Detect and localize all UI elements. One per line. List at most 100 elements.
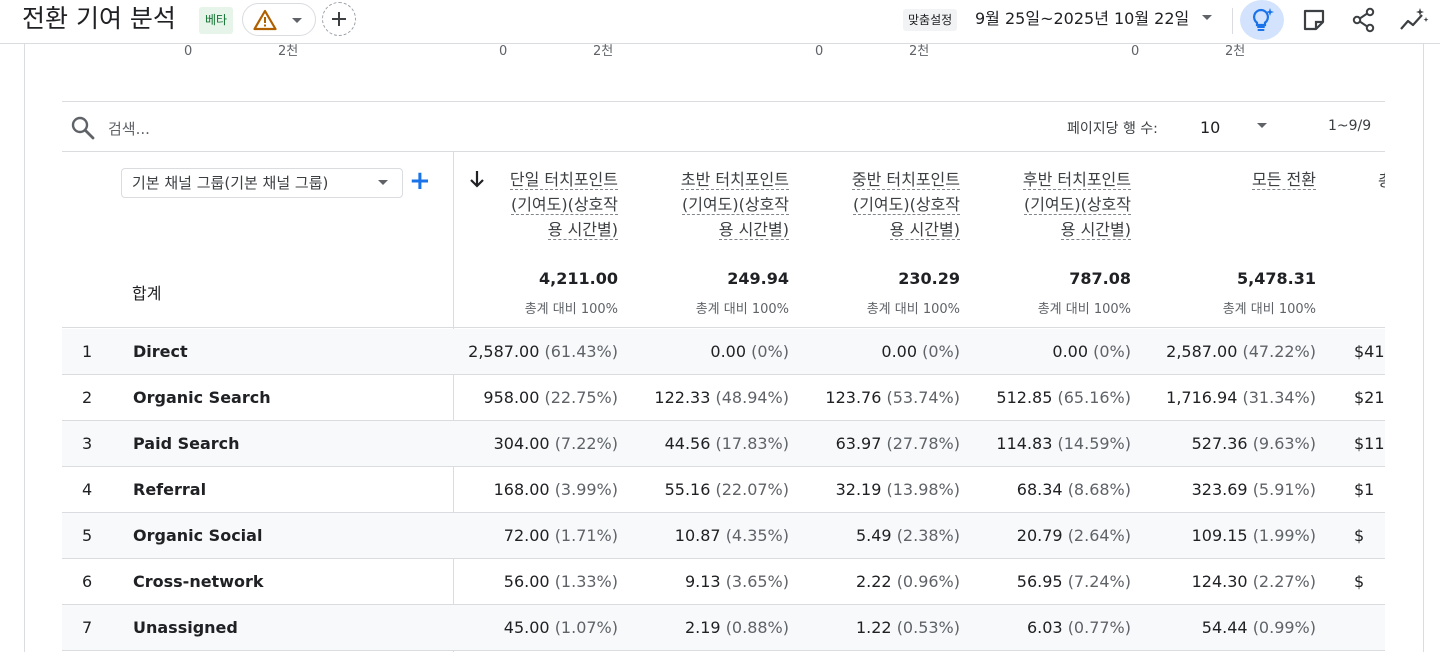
metric-cell: 124.30 (2.27%) [1192,572,1316,591]
column-header-clipped[interactable]: 총 [1378,167,1385,191]
metric-cell: 0.00 (0%) [1052,342,1131,361]
table-row[interactable]: 4 Referral 168.00 (3.99%) 55.16 (22.07%) 32.… [62,467,1385,513]
page-title: 전환 기여 분석 [22,4,176,33]
chevron-down-icon[interactable] [1201,14,1213,21]
metric-value: 958.00 [483,388,540,407]
metric-cell: 1,716.94 (31.34%) [1166,388,1316,407]
table-row[interactable]: 3 Paid Search 304.00 (7.22%) 44.56 (17.83%)… [62,421,1385,467]
metric-value: 44.56 [664,434,711,453]
metric-value: 0.00 [881,342,918,361]
axis-tick-max: 2천 [278,44,299,59]
metric-percent: (0%) [751,342,789,361]
warning-dropdown[interactable] [242,3,316,36]
revenue-cell-clipped: $41 [1354,342,1385,361]
column-total-percent: 총계 대비 100% [1222,302,1316,317]
metric-value: 2.19 [684,618,721,637]
share-button[interactable] [1344,2,1384,38]
metric-value: 56.00 [503,572,550,591]
metric-cell: 44.56 (17.83%) [665,434,789,453]
metric-percent: (0.96%) [896,572,960,591]
metric-cell: 45.00 (1.07%) [504,618,618,637]
axis-tick-zero: 0 [184,44,193,59]
header-divider [1232,8,1233,34]
metric-percent: (61.43%) [544,342,619,361]
metric-value: 323.69 [1191,480,1248,499]
metric-cell: 123.76 (53.74%) [825,388,960,407]
table-row[interactable]: 5 Organic Social 72.00 (1.71%) 10.87 (4.35%… [62,513,1385,559]
row-channel-name: Organic Social [133,526,263,545]
column-header-mid-touchpoint[interactable]: 중반 터치포인트 (기여도)(상호작 용 시간별) [851,170,960,240]
column-header-late-touchpoint[interactable]: 후반 터치포인트 (기여도)(상호작 용 시간별) [1022,170,1131,240]
metric-cell: 32.19 (13.98%) [836,480,960,499]
row-index: 1 [82,342,93,361]
metric-value: 1,716.94 [1166,388,1238,407]
metric-percent: (2.38%) [896,526,960,545]
chevron-down-icon[interactable] [1256,122,1268,129]
annotation-button[interactable] [1294,2,1334,38]
insights-button[interactable] [1240,0,1284,40]
column-divider [453,152,454,652]
metric-percent: (7.22%) [554,434,618,453]
row-index: 7 [82,618,93,637]
metric-cell: 54.44 (0.99%) [1202,618,1316,637]
row-index: 2 [82,388,93,407]
add-dimension-button[interactable]: + [409,166,431,196]
axis-tick-zero: 0 [499,44,508,59]
warning-icon [253,9,277,31]
column-total-percent: 총계 대비 100% [1037,302,1131,317]
table-row[interactable]: 7 Unassigned 45.00 (1.07%) 2.19 (0.88%) 1.22… [62,605,1385,651]
add-comparison-button[interactable] [322,2,356,36]
metric-value: 2.22 [855,572,892,591]
axis-tick-max: 2천 [909,44,930,59]
metric-value: 1.22 [855,618,892,637]
column-total-percent: 총계 대비 100% [695,302,789,317]
table-row[interactable]: 2 Organic Search 958.00 (22.75%) 122.33 (48… [62,375,1385,421]
pagination-range: 1~9/9 [1328,118,1372,134]
metric-value: 109.15 [1191,526,1248,545]
rows-per-page-select[interactable]: 10 [1200,118,1221,137]
row-channel-name: Organic Search [133,388,271,407]
metric-cell: 2.22 (0.96%) [856,572,960,591]
metric-cell: 56.95 (7.24%) [1017,572,1131,591]
metric-percent: (1.71%) [554,526,618,545]
column-header-single-touchpoint[interactable]: 단일 터치포인트 (기여도)(상호작 용 시간별) [509,170,618,240]
column-total: 249.94 [727,269,789,288]
search-input[interactable]: 검색... [108,120,150,138]
page-header: 전환 기여 분석 베타 맞춤설정 9월 25일~2025년 10월 22일 [0,0,1440,44]
column-total: 4,211.00 [539,269,618,288]
table-row[interactable]: 6 Cross-network 56.00 (1.33%) 9.13 (3.65%) 2… [62,559,1385,605]
row-channel-name: Cross-network [133,572,264,591]
revenue-cell-clipped: $21 [1354,388,1385,407]
row-index: 5 [82,526,93,545]
lightbulb-sparkle-icon [1252,8,1274,31]
metric-cell: 323.69 (5.91%) [1192,480,1316,499]
metric-cell: 2,587.00 (61.43%) [468,342,618,361]
metric-percent: (13.98%) [886,480,961,499]
row-channel-name: Referral [133,480,207,499]
metric-cell: 527.36 (9.63%) [1192,434,1316,453]
explore-button[interactable] [1394,2,1434,38]
revenue-cell-clipped: $ [1354,526,1365,545]
metric-value: 63.97 [835,434,882,453]
metric-percent: (1.33%) [554,572,618,591]
metric-percent: (7.24%) [1067,572,1131,591]
table-row[interactable]: 1 Direct 2,587.00 (61.43%) 0.00 (0%) 0.00 (0… [62,329,1385,375]
metric-value: 10.87 [674,526,721,545]
column-header-early-touchpoint[interactable]: 초반 터치포인트 (기여도)(상호작 용 시간별) [680,170,789,240]
metric-cell: 958.00 (22.75%) [483,388,618,407]
metric-value: 6.03 [1026,618,1063,637]
metric-value: 72.00 [503,526,550,545]
column-header-all-conversions[interactable]: 모든 전환 [1252,170,1316,190]
metric-percent: (1.07%) [554,618,618,637]
metric-value: 45.00 [503,618,550,637]
metric-percent: (0.99%) [1252,618,1316,637]
dimension-select[interactable]: 기본 채널 그룹(기본 채널 그룹) [121,168,403,198]
metric-value: 68.34 [1016,480,1063,499]
metric-percent: (17.83%) [715,434,790,453]
metric-percent: (5.91%) [1252,480,1316,499]
date-range-picker[interactable]: 9월 25일~2025년 10월 22일 [975,9,1190,28]
metric-percent: (0%) [1093,342,1131,361]
sort-descending-icon[interactable] [469,170,485,188]
axis-tick-zero: 0 [815,44,824,59]
metric-cell: 6.03 (0.77%) [1027,618,1131,637]
